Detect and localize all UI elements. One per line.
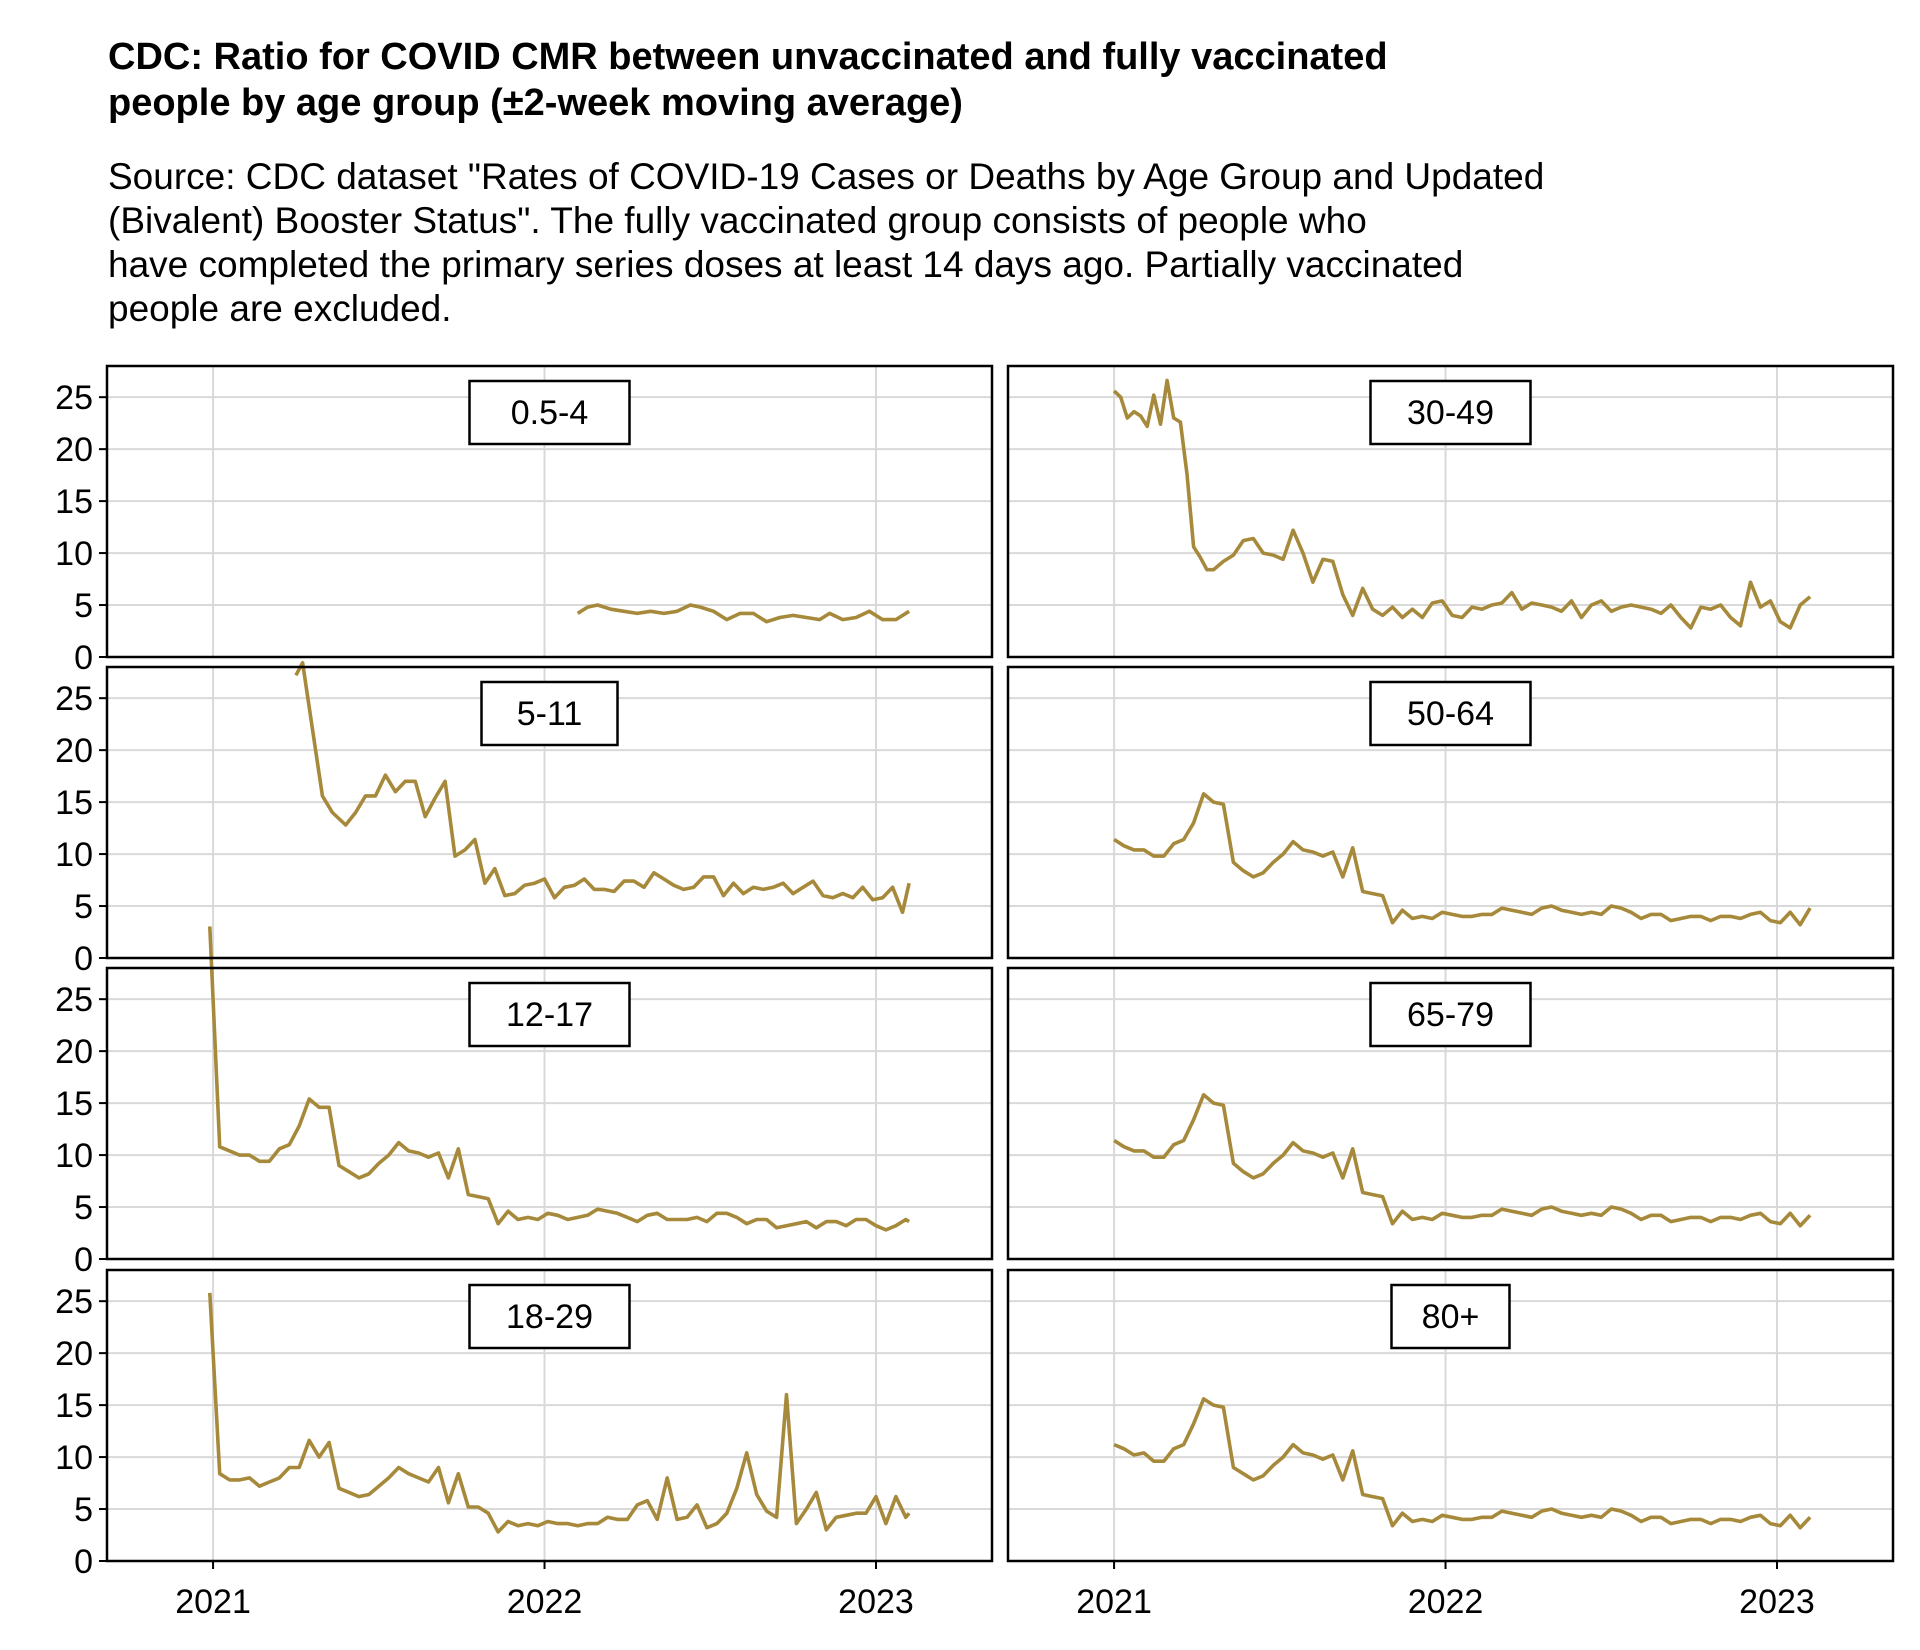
y-tick-label: 0 [74,1543,93,1581]
facet-label: 12-17 [506,996,593,1034]
facet-label: 50-64 [1407,695,1494,733]
facet-label-box [468,379,631,446]
series-line [1113,1397,1812,1530]
y-tick-label: 5 [74,1491,93,1529]
panel-border [105,364,994,659]
facet-label-box [480,680,619,747]
series-line [1113,1093,1812,1228]
chart-title: CDC: Ratio for COVID CMR between unvacci… [108,34,1888,126]
x-tick-label: 2022 [507,1583,583,1621]
y-tick-label: 25 [55,379,93,417]
x-tick-label: 2021 [175,1583,251,1621]
y-tick-label: 15 [55,784,93,822]
x-tick-label: 2021 [1076,1583,1152,1621]
facet-label-box [1390,1283,1511,1350]
panel-border [105,665,994,960]
y-tick-label: 20 [55,431,93,469]
facet-label-box [1369,379,1532,446]
subtitle-line: have completed the primary series doses … [108,244,1464,285]
facet-label: 18-29 [506,1298,593,1336]
y-tick-label: 5 [74,1189,93,1227]
facet-label: 5-11 [517,695,583,733]
chart-subtitle: Source: CDC dataset "Rates of COVID-19 C… [108,155,1908,331]
title-line: people by age group (±2-week moving aver… [108,82,963,124]
series-line [576,603,911,624]
panel-border [1006,966,1895,1261]
y-tick-label: 10 [55,1439,93,1477]
panel-border [105,1268,994,1563]
series-line [1113,791,1812,927]
subtitle-line: people are excluded. [108,288,452,329]
y-tick-label: 20 [55,1335,93,1373]
series-line [1112,378,1812,630]
facet-label: 80+ [1422,1298,1480,1336]
y-tick-label: 15 [55,1387,93,1425]
y-tick-label: 0 [74,940,93,978]
panel-border [1006,1268,1895,1563]
y-tick-label: 0 [74,1241,93,1279]
facet-label: 0.5-4 [511,394,589,432]
y-tick-label: 25 [55,680,93,718]
x-tick-label: 2022 [1408,1583,1484,1621]
facet-label-box [468,981,631,1048]
facet-label-box [1369,680,1532,747]
panel-border [105,966,994,1261]
x-tick-label: 2023 [838,1583,914,1621]
y-tick-label: 5 [74,587,93,625]
panel-border [1006,665,1895,960]
y-tick-label: 20 [55,732,93,770]
facet-label: 65-79 [1407,996,1494,1034]
y-tick-label: 20 [55,1033,93,1071]
y-tick-label: 10 [55,1137,93,1175]
y-tick-label: 10 [55,836,93,874]
panel-border [1006,364,1895,659]
y-tick-label: 5 [74,888,93,926]
y-tick-label: 15 [55,1085,93,1123]
y-tick-label: 25 [55,1283,93,1321]
y-tick-label: 25 [55,981,93,1019]
facet-label: 30-49 [1407,394,1494,432]
x-tick-label: 2023 [1739,1583,1815,1621]
series-line [208,1292,911,1534]
y-tick-label: 0 [74,639,93,677]
series-line [208,926,911,1232]
facet-label-box [1369,981,1532,1048]
subtitle-line: Source: CDC dataset "Rates of COVID-19 C… [108,156,1545,197]
title-line: CDC: Ratio for COVID CMR between unvacci… [108,36,1388,78]
y-tick-label: 15 [55,483,93,521]
series-line [294,660,911,915]
facet-label-box [468,1283,631,1350]
y-tick-label: 10 [55,535,93,573]
subtitle-line: (Bivalent) Booster Status". The fully va… [108,200,1367,241]
